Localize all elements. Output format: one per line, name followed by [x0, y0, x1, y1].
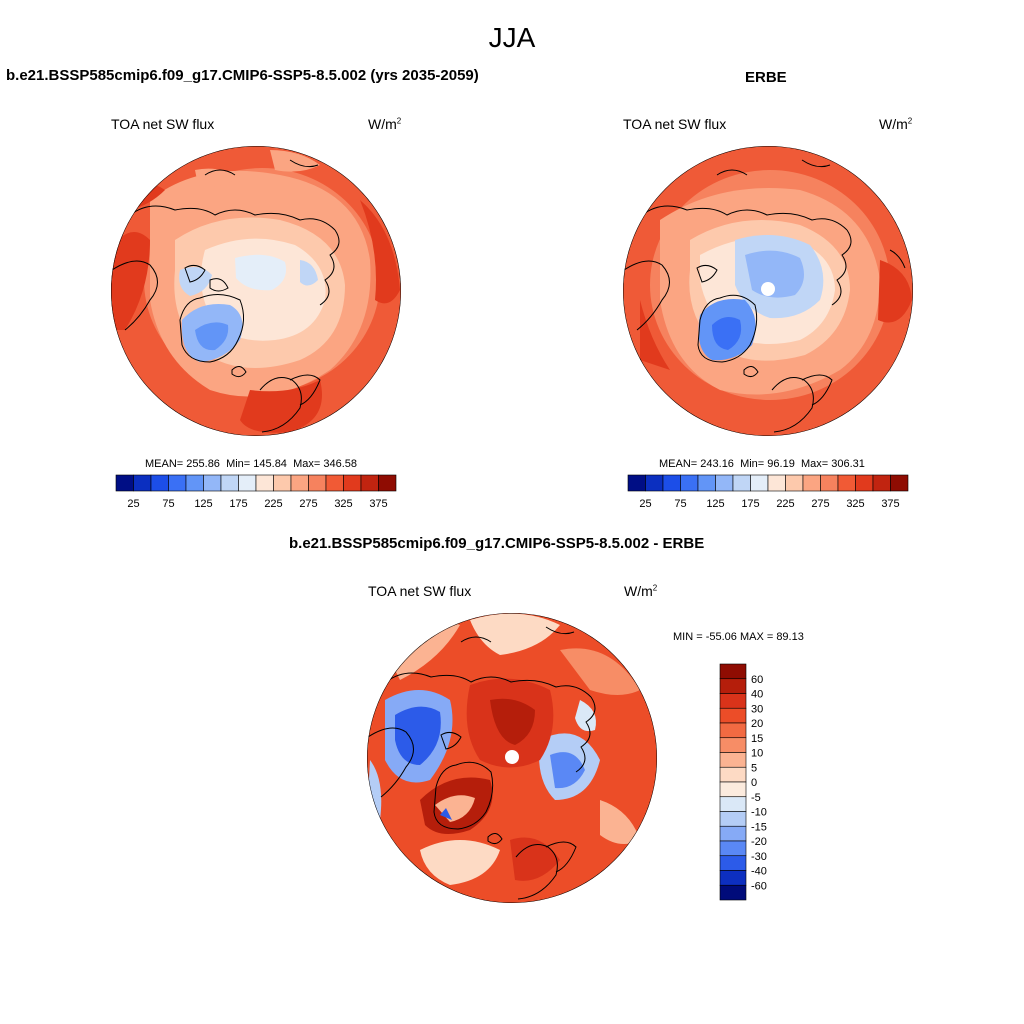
colorbar-swatch — [719, 766, 747, 783]
colorbar-tick-label: 175 — [229, 498, 247, 510]
colorbar-swatch — [855, 474, 874, 492]
colorbar-swatch — [343, 474, 362, 492]
colorbar-tick-label: 175 — [741, 498, 759, 510]
panel-1-units: W/m2 — [368, 116, 402, 132]
colorbar-tick-label: 25 — [127, 498, 139, 510]
colorbar-swatch — [719, 678, 747, 694]
colorbar-swatch — [820, 474, 839, 492]
colorbar-tick-label: 375 — [881, 498, 899, 510]
colorbar-tick-label: 20 — [751, 718, 763, 730]
colorbar-swatch — [890, 474, 909, 492]
colorbar-swatch — [115, 474, 134, 492]
colorbar-tick-label: 25 — [639, 498, 651, 510]
colorbar-swatch — [719, 884, 747, 901]
map-model — [111, 146, 401, 436]
colorbar-swatch — [645, 474, 664, 492]
colorbar-swatch — [719, 693, 747, 709]
colorbar-tick-label: 325 — [846, 498, 864, 510]
colorbar-swatch — [662, 474, 681, 492]
panel-1-variable-label: TOA net SW flux — [111, 116, 215, 132]
colorbar-tick-label: 75 — [674, 498, 686, 510]
panel-3-minmax: MIN = -55.06 MAX = 89.13 — [673, 631, 804, 643]
panel-2-units: W/m2 — [879, 116, 913, 132]
colorbar-tick-label: -10 — [751, 807, 767, 819]
colorbar-tick-label: -30 — [751, 851, 767, 863]
colorbar-swatch — [325, 474, 344, 492]
colorbar-swatch — [360, 474, 379, 492]
colorbar-swatch — [697, 474, 716, 492]
colorbar-erbe: 25 75 125 175 225 275 325 375 — [627, 474, 909, 510]
colorbar-swatch — [872, 474, 891, 492]
colorbar-tick-label: -20 — [751, 836, 767, 848]
colorbar-swatch — [837, 474, 856, 492]
colorbar-tick-label: -60 — [751, 880, 767, 892]
colorbar-tick-label: 30 — [751, 703, 763, 715]
colorbar-tick-label: -5 — [751, 792, 761, 804]
map-difference — [367, 613, 657, 903]
colorbar-tick-label: 275 — [811, 498, 829, 510]
colorbar-swatch — [719, 707, 747, 724]
colorbar-tick-label: 15 — [751, 733, 763, 745]
panel-3-title: b.e21.BSSP585cmip6.f09_g17.CMIP6-SSP5-8.… — [289, 535, 705, 552]
panel-3-units: W/m2 — [624, 583, 658, 599]
colorbar-swatch — [168, 474, 187, 492]
colorbar-swatch — [255, 474, 274, 492]
colorbar-swatch — [719, 796, 747, 812]
colorbar-tick-label: 275 — [299, 498, 317, 510]
colorbar-swatch — [719, 870, 747, 886]
colorbar-tick-label: 10 — [751, 748, 763, 760]
panel-1-stats: MEAN= 255.86 Min= 145.84 Max= 346.58 — [145, 458, 357, 470]
colorbar-swatch — [719, 722, 747, 739]
colorbar-swatch — [273, 474, 292, 492]
colorbar-swatch — [185, 474, 204, 492]
colorbar-tick-label: 5 — [751, 762, 757, 774]
panel-1-title: b.e21.BSSP585cmip6.f09_g17.CMIP6-SSP5-8.… — [6, 67, 479, 84]
colorbar-swatch — [719, 752, 747, 768]
colorbar-swatch — [378, 474, 397, 492]
colorbar-swatch — [133, 474, 152, 492]
colorbar-model: 25 75 125 175 225 275 325 375 — [115, 474, 397, 510]
colorbar-swatch — [680, 474, 699, 492]
colorbar-tick-label: 40 — [751, 689, 763, 701]
colorbar-swatch — [719, 855, 747, 871]
figure-title: JJA — [488, 22, 536, 53]
colorbar-swatch — [719, 825, 747, 842]
colorbar-swatch — [750, 474, 769, 492]
colorbar-swatch — [767, 474, 786, 492]
colorbar-tick-label: -40 — [751, 866, 767, 878]
colorbar-swatch — [238, 474, 257, 492]
panel-2-stats: MEAN= 243.16 Min= 96.19 Max= 306.31 — [659, 458, 865, 470]
colorbar-tick-label: 125 — [706, 498, 724, 510]
colorbar-tick-label: 325 — [334, 498, 352, 510]
colorbar-difference: 60 40 30 20 15 10 5 0 -5 -10 -15 -20 -30 -40 -60 — [719, 663, 767, 901]
colorbar-swatch — [719, 663, 747, 680]
colorbar-tick-label: -15 — [751, 821, 767, 833]
colorbar-tick-label: 60 — [751, 674, 763, 686]
panel-2-variable-label: TOA net SW flux — [623, 116, 727, 132]
colorbar-tick-label: 225 — [264, 498, 282, 510]
colorbar-swatch — [719, 840, 747, 857]
colorbar-swatch — [290, 474, 309, 492]
colorbar-swatch — [627, 474, 646, 492]
colorbar-swatch — [785, 474, 804, 492]
colorbar-tick-label: 225 — [776, 498, 794, 510]
panel-3-variable-label: TOA net SW flux — [368, 583, 472, 599]
colorbar-swatch — [719, 737, 747, 753]
colorbar-swatch — [308, 474, 327, 492]
panel-2-title: ERBE — [745, 69, 787, 86]
colorbar-swatch — [719, 781, 747, 798]
colorbar-swatch — [802, 474, 821, 492]
colorbar-swatch — [719, 811, 747, 827]
colorbar-tick-label: 75 — [162, 498, 174, 510]
colorbar-swatch — [715, 474, 734, 492]
colorbar-swatch — [203, 474, 222, 492]
colorbar-swatch — [732, 474, 751, 492]
map-erbe — [623, 146, 913, 436]
colorbar-swatch — [150, 474, 169, 492]
colorbar-tick-label: 375 — [369, 498, 387, 510]
colorbar-swatch — [220, 474, 239, 492]
colorbar-tick-label: 125 — [194, 498, 212, 510]
colorbar-tick-label: 0 — [751, 777, 757, 789]
